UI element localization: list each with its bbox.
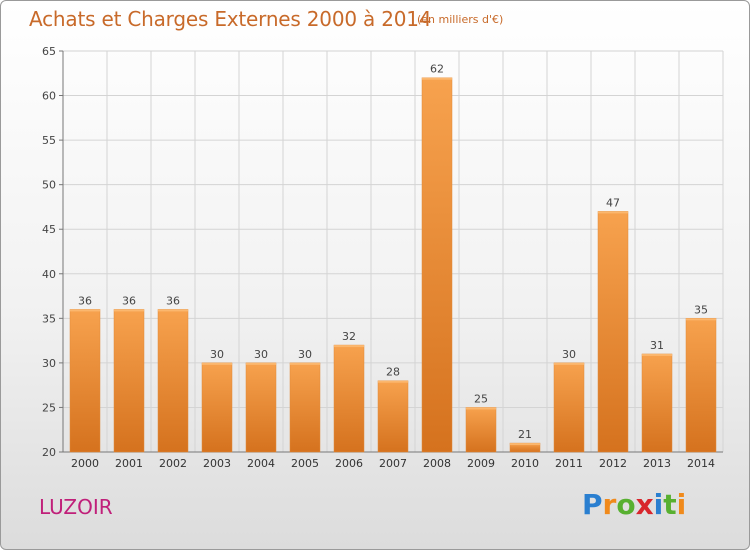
- x-tick-label: 2004: [247, 457, 275, 470]
- logo-letter: t: [663, 488, 677, 521]
- data-label: 30: [298, 348, 312, 361]
- data-label: 36: [122, 294, 136, 307]
- x-tick-label: 2005: [291, 457, 319, 470]
- bar-highlight: [554, 362, 584, 365]
- bar-highlight: [642, 353, 672, 356]
- logo-letter: o: [616, 488, 636, 521]
- bar: [465, 407, 497, 453]
- y-tick-label: 45: [42, 223, 56, 236]
- y-tick-label: 30: [42, 357, 56, 370]
- logo-letter: P: [582, 488, 603, 521]
- y-tick-label: 25: [42, 401, 56, 414]
- bar-highlight: [70, 309, 100, 312]
- x-tick-label: 2012: [599, 457, 627, 470]
- logo-letter: x: [635, 488, 654, 521]
- bar-highlight: [510, 443, 540, 446]
- bar: [201, 362, 233, 453]
- data-label: 25: [474, 392, 488, 405]
- y-tick-label: 65: [42, 45, 56, 58]
- data-label: 30: [254, 348, 268, 361]
- bar: [597, 211, 629, 453]
- bar-highlight: [378, 380, 408, 383]
- bar: [113, 309, 145, 453]
- bar-highlight: [598, 211, 628, 214]
- y-tick-label: 55: [42, 134, 56, 147]
- y-tick-label: 20: [42, 446, 56, 459]
- data-label: 62: [430, 63, 444, 76]
- bar: [553, 362, 585, 453]
- x-tick-label: 2002: [159, 457, 187, 470]
- bar: [289, 362, 321, 453]
- data-label: 31: [650, 339, 664, 352]
- bar: [685, 318, 717, 453]
- data-label: 30: [562, 348, 576, 361]
- x-tick-label: 2009: [467, 457, 495, 470]
- data-label: 36: [78, 294, 92, 307]
- y-tick-label: 40: [42, 268, 56, 281]
- bar-highlight: [158, 309, 188, 312]
- commune-name: LUZOIR: [39, 495, 113, 519]
- bar-highlight: [290, 362, 320, 365]
- x-tick-label: 2011: [555, 457, 583, 470]
- data-label: 36: [166, 294, 180, 307]
- x-tick-label: 2006: [335, 457, 363, 470]
- labels: 20 25 30 35 40 45 50 55 60 65 36 2000 36 2001 36 2002 30…: [42, 45, 715, 470]
- data-label: 30: [210, 348, 224, 361]
- data-label: 21: [518, 428, 532, 441]
- data-label: 35: [694, 303, 708, 316]
- x-tick-label: 2001: [115, 457, 143, 470]
- bar: [377, 380, 409, 453]
- bar-highlight: [114, 309, 144, 312]
- chart-subtitle: (en milliers d'€): [417, 13, 504, 26]
- bar: [421, 77, 453, 453]
- bar: [157, 309, 189, 453]
- bar: [641, 353, 673, 453]
- bar: [245, 362, 277, 453]
- bar-highlight: [466, 407, 496, 410]
- data-label: 47: [606, 196, 620, 209]
- bar: [333, 344, 365, 453]
- chart-title: Achats et Charges Externes 2000 à 2014: [29, 7, 432, 31]
- data-label: 28: [386, 366, 400, 379]
- bar-highlight: [686, 318, 716, 321]
- x-tick-label: 2000: [71, 457, 99, 470]
- x-tick-label: 2008: [423, 457, 451, 470]
- proxiti-logo[interactable]: Proxiti: [582, 488, 686, 521]
- bars: [69, 77, 717, 453]
- y-tick-label: 35: [42, 312, 56, 325]
- y-tick-label: 50: [42, 179, 56, 192]
- x-tick-label: 2013: [643, 457, 671, 470]
- logo-letter: i: [653, 488, 664, 521]
- bar: [69, 309, 101, 453]
- x-tick-label: 2014: [687, 457, 715, 470]
- logo-letter: r: [602, 488, 617, 521]
- bar-highlight: [422, 77, 452, 80]
- logo-letter: i: [676, 488, 687, 521]
- x-tick-label: 2003: [203, 457, 231, 470]
- bar-highlight: [246, 362, 276, 365]
- y-tick-label: 60: [42, 90, 56, 103]
- x-tick-label: 2007: [379, 457, 407, 470]
- data-label: 32: [342, 330, 356, 343]
- bar-highlight: [334, 345, 364, 348]
- bar-highlight: [202, 362, 232, 365]
- x-tick-label: 2010: [511, 457, 539, 470]
